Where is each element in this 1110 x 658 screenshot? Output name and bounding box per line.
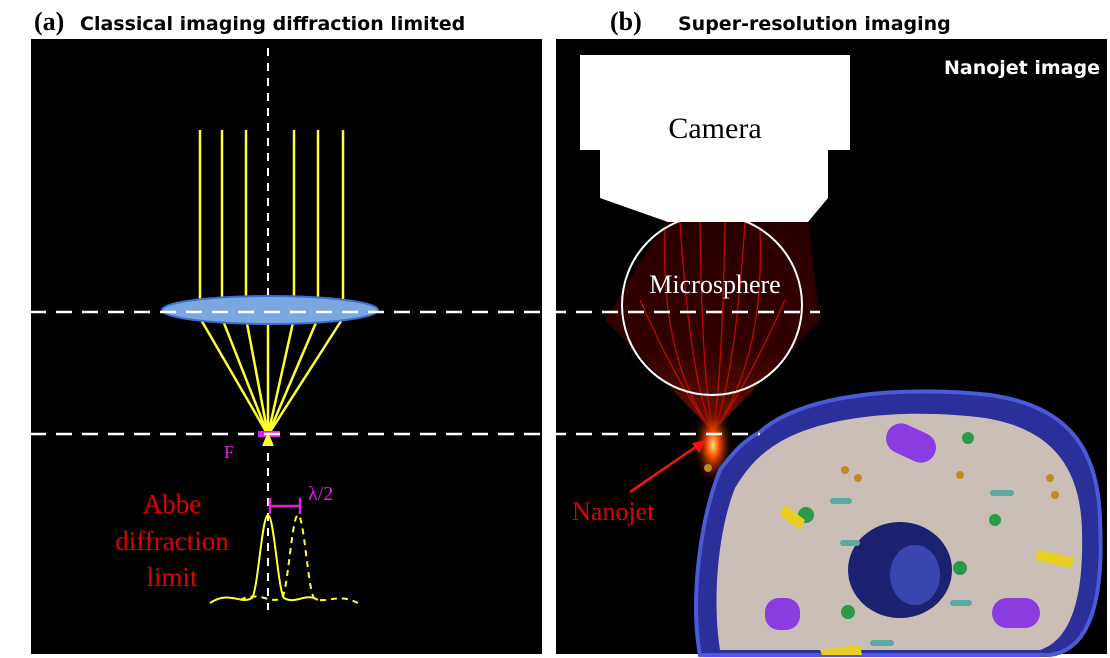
panel-tag: (b) bbox=[610, 7, 642, 36]
abbe-line: diffraction bbox=[115, 526, 229, 556]
panel-tag: (a) bbox=[34, 7, 64, 36]
focus-label: F bbox=[224, 442, 234, 462]
figure: (a) Classical imaging diffraction limite… bbox=[0, 0, 1110, 658]
lambda-label: λ/2 bbox=[308, 483, 333, 505]
microsphere-label: Microsphere bbox=[649, 270, 780, 299]
camera-label: Camera bbox=[668, 112, 761, 145]
panel-title: Classical imaging diffraction limited bbox=[80, 13, 465, 35]
panel-title: Super-resolution imaging bbox=[678, 13, 951, 35]
corner-label: Nanojet image bbox=[944, 57, 1100, 79]
abbe-line: Abbe bbox=[143, 489, 201, 519]
abbe-line: limit bbox=[146, 562, 198, 592]
nanojet-label: Nanojet bbox=[572, 497, 655, 526]
